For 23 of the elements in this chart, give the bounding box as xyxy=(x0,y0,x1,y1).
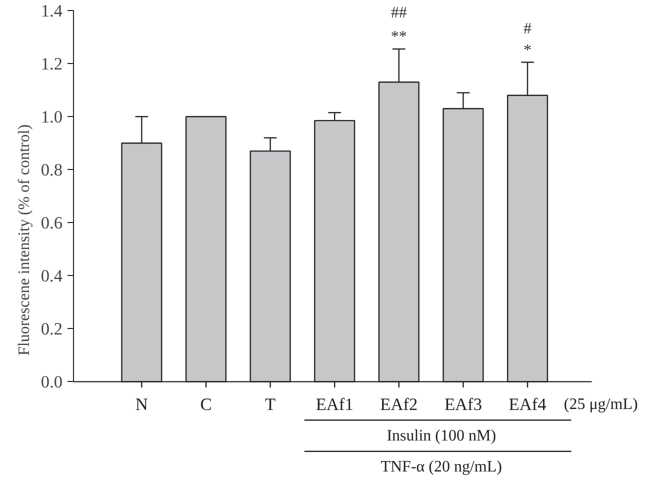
y-tick-label: 0.2 xyxy=(40,320,63,339)
y-tick-label: 0.6 xyxy=(40,214,63,233)
y-tick-label: 0.8 xyxy=(40,160,63,180)
text: TNF-α (20 ng/mL) xyxy=(380,458,502,476)
annotation: * xyxy=(524,42,532,59)
x-tick-label: N xyxy=(135,395,148,414)
x-tick-label: EAf4 xyxy=(508,395,547,414)
text: (25 μg/mL) xyxy=(564,396,638,414)
y-tick-label: 1.0 xyxy=(40,108,63,127)
x-tick-label: EAf1 xyxy=(316,395,354,414)
annotation: # xyxy=(524,20,532,38)
y-axis-title: Fluorescene intensity (% of control) xyxy=(16,124,33,356)
x-tick-label: C xyxy=(200,395,212,414)
x-tick-label: EAf3 xyxy=(444,395,482,414)
annotation: ## xyxy=(390,4,407,22)
y-tick-label: 0.0 xyxy=(40,372,63,392)
y-tick-label: 1.4 xyxy=(40,2,63,21)
x-tick-label: T xyxy=(264,395,276,414)
x-tick-label: EAf2 xyxy=(380,395,418,414)
y-tick-label: 1.2 xyxy=(40,54,63,74)
annotation: ** xyxy=(390,28,407,46)
text: Insulin (100 nM) xyxy=(386,428,496,445)
y-tick-label: 0.4 xyxy=(40,266,63,286)
